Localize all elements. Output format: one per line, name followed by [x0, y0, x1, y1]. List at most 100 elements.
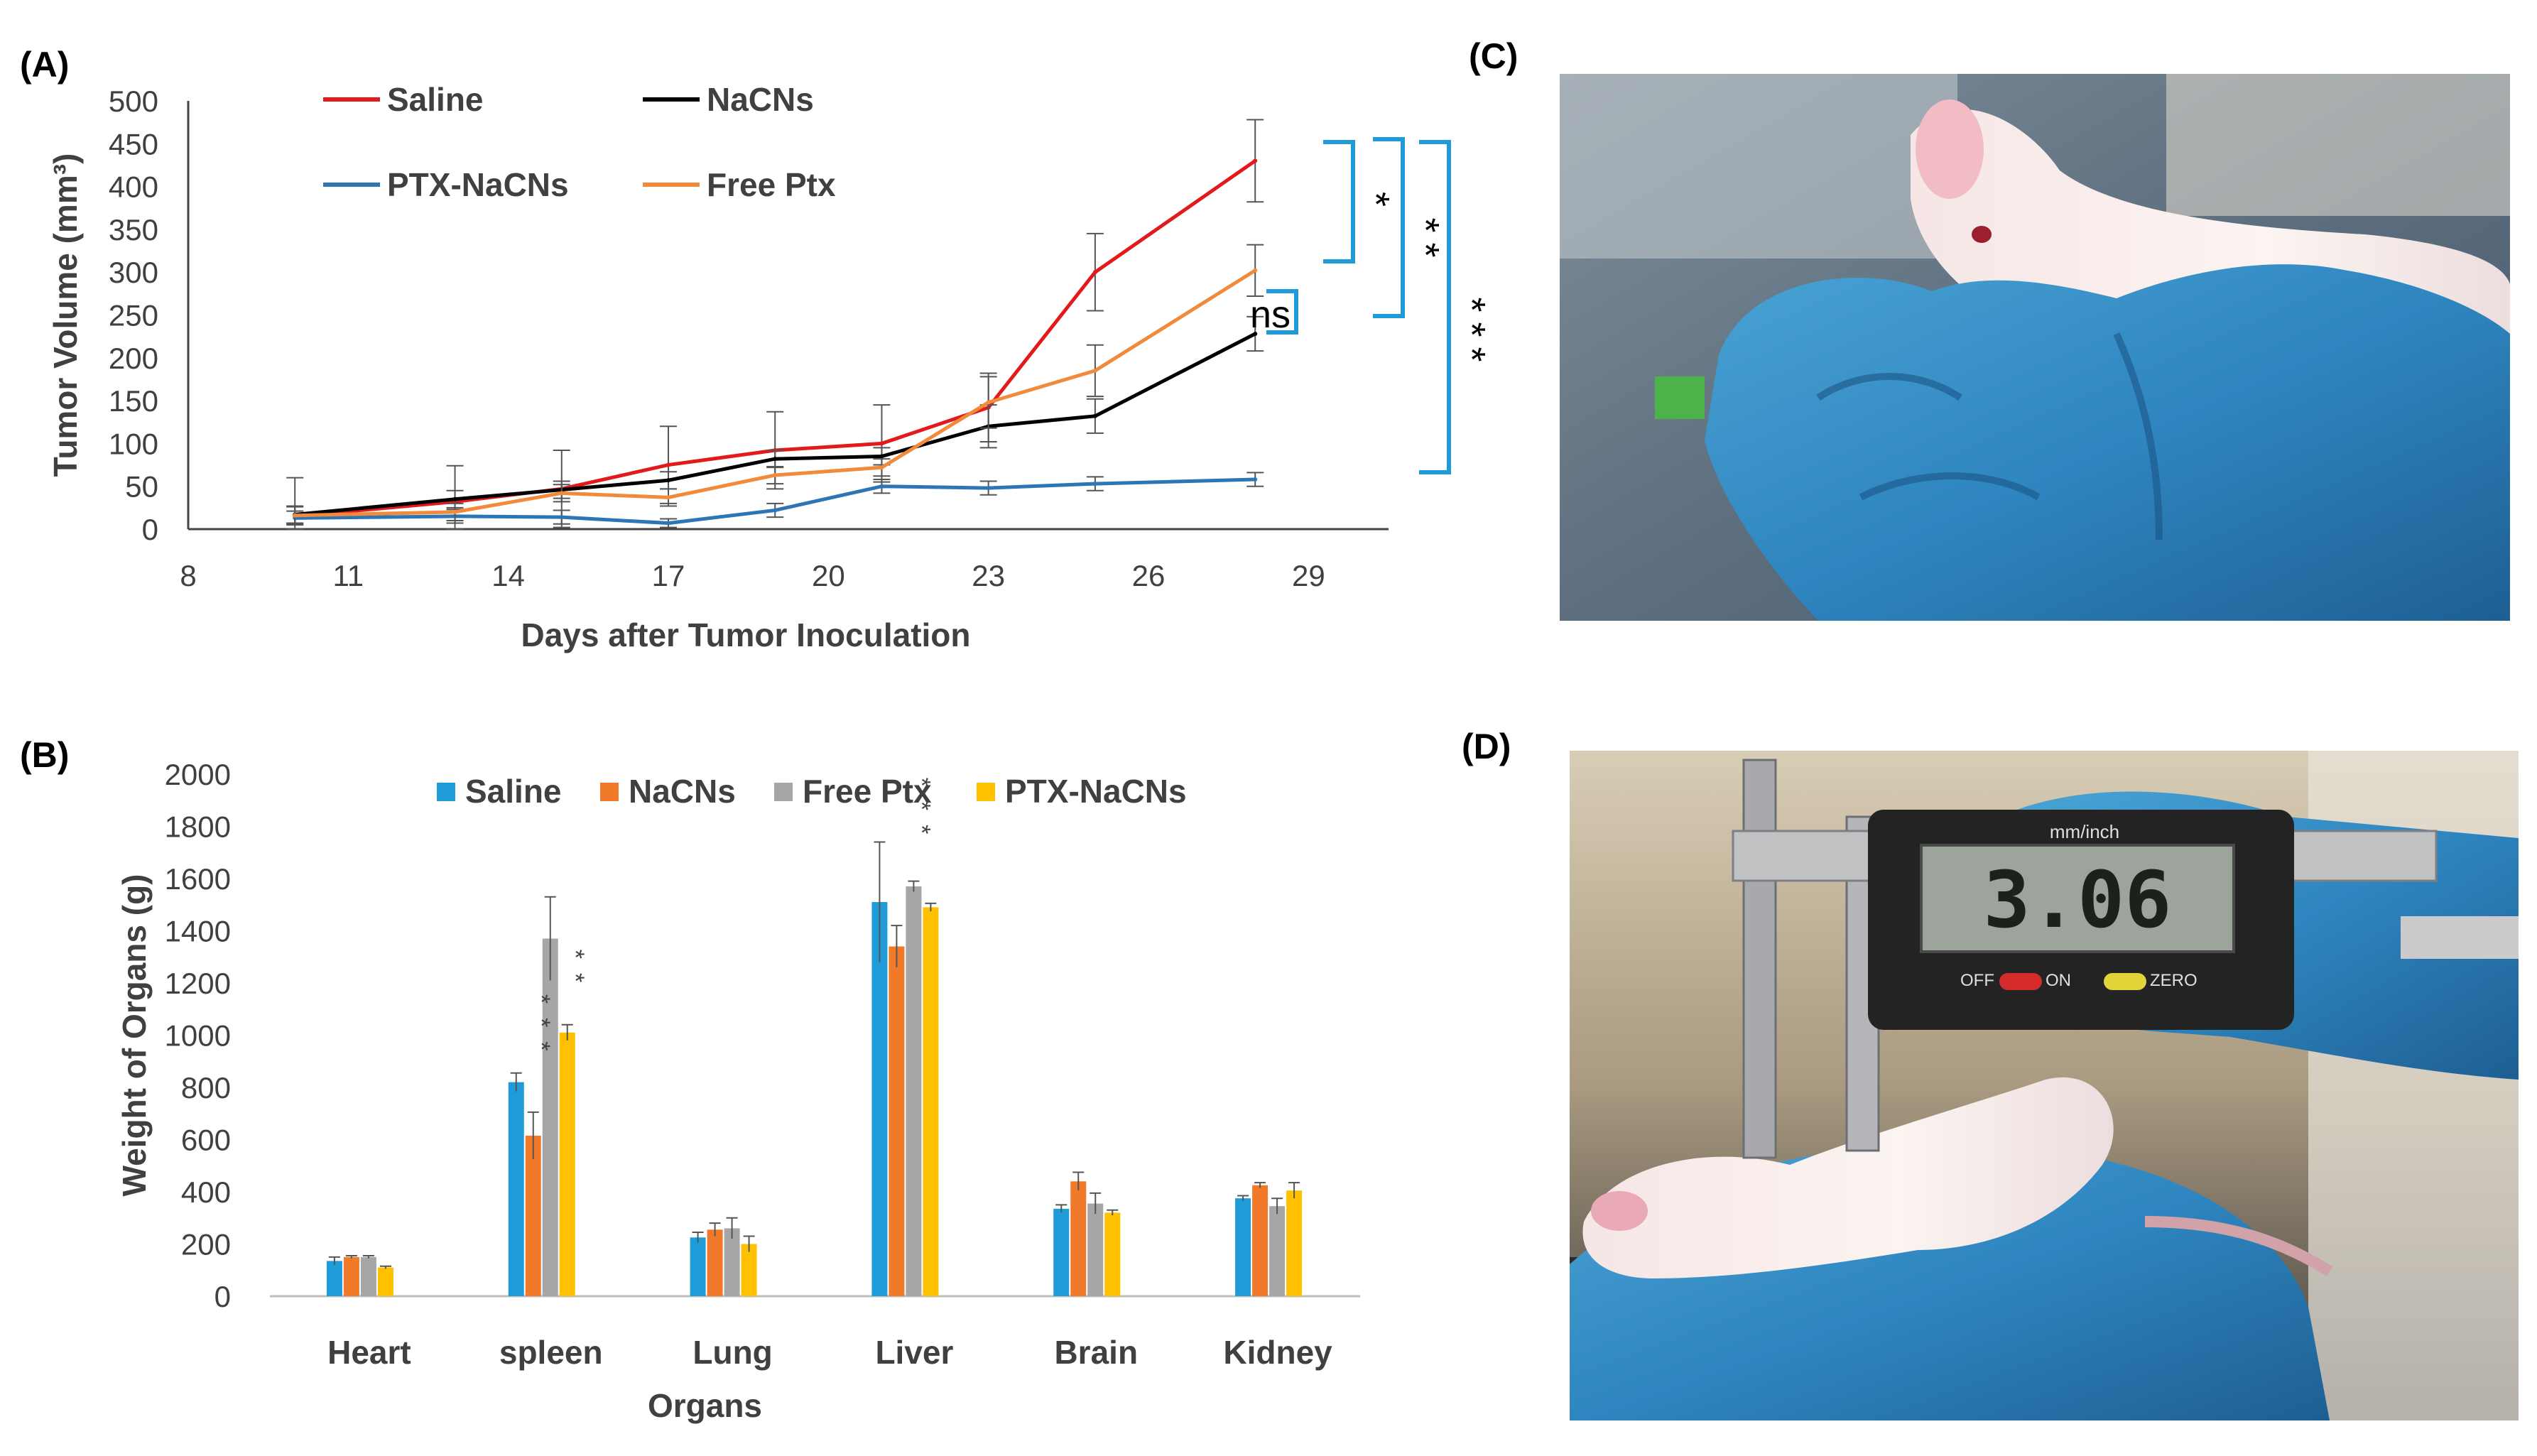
legend-label-ptx-nacns: PTX-NaCNs [1005, 773, 1187, 810]
y-tick-label: 200 [109, 342, 158, 375]
legend-swatch-saline [437, 783, 455, 801]
panel-label-c: (C) [1469, 36, 1518, 76]
data-point [293, 513, 298, 518]
data-point [666, 495, 670, 500]
y-tick-label: 300 [109, 256, 158, 289]
bar-heart-nacns [343, 1256, 359, 1296]
series-free-ptx [286, 244, 1264, 525]
y-tick-label: 100 [109, 427, 158, 460]
significance-bracket [1373, 137, 1405, 318]
caliper-on-button [1999, 973, 2042, 990]
bar-spleen-ptx-nacns [559, 1032, 575, 1296]
y-tick-label: 1600 [165, 862, 231, 896]
category-label-lung: Lung [692, 1334, 772, 1371]
y-tick-label: 0 [142, 513, 158, 546]
x-tick-label: 14 [491, 559, 525, 592]
series-ptx-nacns [286, 472, 1264, 528]
data-point [666, 478, 670, 483]
x-tick-label: 11 [333, 559, 364, 592]
organ-weight-bar-chart: 0 200 400 600 800 1000 1200 1400 1600 1800 2000 Hea… [116, 758, 1360, 1424]
bar-lung-saline [690, 1237, 706, 1296]
significance-bracket [1266, 289, 1298, 335]
x-tick-label: 29 [1292, 559, 1325, 592]
significance-label: * [1354, 192, 1397, 217]
legend-swatch-free-ptx [774, 783, 793, 801]
legend-label-nacns: NaCNs [707, 81, 814, 118]
bar-liver-nacns [889, 946, 905, 1296]
category-label-kidney: Kidney [1223, 1334, 1332, 1371]
data-point [666, 462, 670, 467]
y-axis-title: Tumor Volume (mm³) [47, 153, 84, 477]
significance-bracket [1323, 140, 1355, 264]
data-point [773, 508, 778, 513]
x-tick-label: 20 [812, 559, 845, 592]
caliper-display-value: 3.06 [1984, 854, 2172, 945]
y-tick-label: 800 [181, 1071, 231, 1104]
bar-lung-ptx-nacns [741, 1244, 757, 1296]
caliper-zero-button [2104, 973, 2146, 990]
data-point [879, 441, 884, 446]
bar-brain-saline [1053, 1208, 1070, 1296]
bar-kidney-free-ptx [1269, 1206, 1286, 1296]
bar-lung-free-ptx [724, 1228, 740, 1296]
data-point [452, 496, 457, 501]
panel-label-d: (D) [1462, 727, 1511, 766]
caliper-on-label: ON [2046, 971, 2071, 990]
legend-swatch-nacns [600, 783, 619, 801]
x-tick-label: 17 [652, 559, 685, 592]
significance-label: ** [1404, 218, 1447, 268]
x-tick-label: 26 [1132, 559, 1166, 592]
category-label-brain: Brain [1054, 1334, 1138, 1371]
y-tick-label: 1400 [165, 915, 231, 948]
bar-heart-ptx-nacns [377, 1267, 393, 1296]
bar-brain-nacns [1070, 1181, 1087, 1296]
data-point [1092, 368, 1097, 373]
y-tick-label: 1000 [165, 1019, 231, 1053]
photo-mouse-held [1560, 74, 2510, 621]
bar-liver-saline [871, 902, 888, 1296]
data-point [1253, 477, 1258, 482]
bar-spleen-nacns [525, 1135, 541, 1296]
legend-label-free-ptx: Free Ptx [707, 166, 836, 203]
significance-stars: ** [562, 950, 589, 996]
data-point [1092, 482, 1097, 487]
significance-label: ns [1250, 293, 1291, 336]
y-tick-label: 350 [109, 213, 158, 246]
category-label-liver: Liver [875, 1334, 953, 1371]
legend-label-saline: Saline [387, 81, 484, 118]
x-tick-label: 8 [180, 559, 196, 592]
legend-label-nacns: NaCNs [629, 773, 736, 810]
y-tick-label: 1200 [165, 967, 231, 1000]
panel-label-b: (B) [20, 735, 69, 775]
category-label-heart: Heart [327, 1334, 411, 1371]
photo-caliper-measurement: 3.06 mm/inch OFF ON ZERO [1570, 751, 2519, 1420]
data-point [986, 400, 991, 405]
data-point [1092, 413, 1097, 418]
bar-heart-free-ptx [360, 1256, 376, 1296]
legend-label-ptx-nacns: PTX-NaCNs [387, 166, 569, 203]
y-tick-label: 50 [125, 470, 158, 504]
y-tick-label: 400 [181, 1175, 231, 1209]
data-point [559, 515, 564, 520]
bar-kidney-saline [1235, 1198, 1251, 1296]
data-point [879, 454, 884, 459]
y-tick-label: 450 [109, 127, 158, 161]
data-point [879, 465, 884, 470]
significance-stars: *** [528, 994, 555, 1065]
data-point [1253, 268, 1258, 273]
y-tick-label: 0 [214, 1280, 231, 1313]
bar-lung-nacns [707, 1229, 723, 1296]
bar-kidney-nacns [1252, 1185, 1268, 1296]
bar-spleen-saline [508, 1082, 524, 1296]
data-point [559, 491, 564, 496]
data-point [452, 509, 457, 514]
y-tick-label: 250 [109, 299, 158, 332]
x-axis-title: Organs [648, 1387, 762, 1424]
bar-liver-free-ptx [906, 886, 922, 1296]
panel-label-a: (A) [20, 45, 69, 85]
y-axis-title: Weight of Organs (g) [116, 874, 153, 1196]
category-label-spleen: spleen [499, 1334, 603, 1371]
bar-liver-ptx-nacns [923, 907, 939, 1296]
significance-stars: *** [908, 778, 935, 849]
